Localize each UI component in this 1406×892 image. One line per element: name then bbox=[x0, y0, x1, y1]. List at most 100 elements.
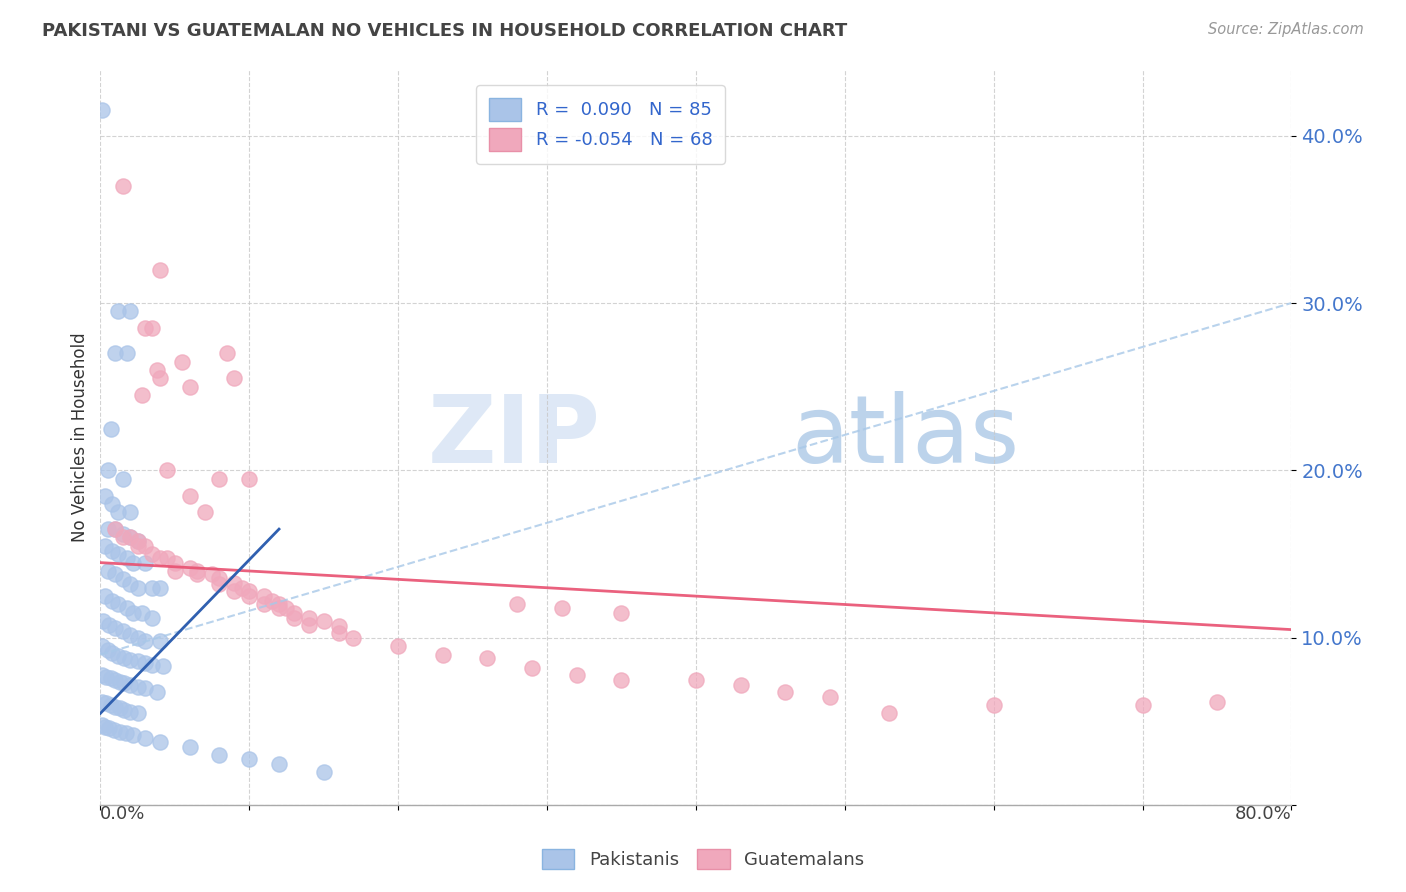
Point bbox=[122, 606, 145, 620]
Point bbox=[134, 731, 156, 746]
Text: 80.0%: 80.0% bbox=[1234, 805, 1291, 823]
Point bbox=[122, 728, 145, 742]
Point bbox=[208, 577, 231, 591]
Point bbox=[224, 371, 246, 385]
Point bbox=[879, 706, 901, 721]
Point bbox=[131, 388, 153, 402]
Point bbox=[115, 600, 138, 615]
Point bbox=[127, 581, 149, 595]
Point bbox=[127, 533, 149, 548]
Point bbox=[100, 422, 122, 436]
Point bbox=[610, 606, 633, 620]
Point bbox=[328, 619, 350, 633]
Point bbox=[120, 304, 142, 318]
Point bbox=[134, 321, 156, 335]
Point bbox=[328, 626, 350, 640]
Point bbox=[238, 589, 260, 603]
Point bbox=[101, 646, 124, 660]
Point bbox=[97, 564, 120, 578]
Point bbox=[477, 651, 499, 665]
Point bbox=[283, 606, 305, 620]
Point bbox=[127, 533, 149, 548]
Point bbox=[156, 550, 179, 565]
Point bbox=[141, 547, 163, 561]
Point bbox=[111, 527, 134, 541]
Point bbox=[98, 617, 121, 632]
Point bbox=[267, 600, 290, 615]
Point bbox=[120, 531, 142, 545]
Point bbox=[685, 673, 707, 687]
Legend: R =  0.090   N = 85, R = -0.054   N = 68: R = 0.090 N = 85, R = -0.054 N = 68 bbox=[477, 85, 725, 164]
Point bbox=[520, 661, 543, 675]
Point bbox=[179, 489, 201, 503]
Point bbox=[149, 634, 172, 648]
Legend: Pakistanis, Guatemalans: Pakistanis, Guatemalans bbox=[533, 839, 873, 879]
Point bbox=[127, 655, 149, 669]
Point bbox=[238, 584, 260, 599]
Point bbox=[97, 463, 120, 477]
Point bbox=[90, 668, 112, 682]
Point bbox=[111, 178, 134, 193]
Point bbox=[114, 726, 136, 740]
Point bbox=[111, 472, 134, 486]
Point bbox=[107, 649, 129, 664]
Point bbox=[1132, 698, 1154, 712]
Point bbox=[104, 621, 127, 635]
Point bbox=[152, 659, 174, 673]
Point bbox=[104, 699, 127, 714]
Point bbox=[818, 690, 841, 704]
Point bbox=[107, 598, 129, 612]
Point bbox=[186, 564, 208, 578]
Point bbox=[163, 556, 186, 570]
Point bbox=[134, 656, 156, 670]
Point bbox=[186, 567, 208, 582]
Point bbox=[115, 346, 138, 360]
Point bbox=[312, 614, 335, 628]
Point bbox=[141, 611, 163, 625]
Point bbox=[565, 668, 588, 682]
Point bbox=[90, 718, 112, 732]
Point bbox=[97, 522, 120, 536]
Point bbox=[107, 547, 129, 561]
Point bbox=[179, 739, 201, 754]
Point bbox=[94, 489, 117, 503]
Point bbox=[387, 640, 409, 654]
Point bbox=[103, 723, 125, 738]
Point bbox=[260, 594, 283, 608]
Point bbox=[342, 631, 364, 645]
Point bbox=[267, 598, 290, 612]
Point bbox=[107, 505, 129, 519]
Point bbox=[127, 706, 149, 721]
Point bbox=[149, 550, 172, 565]
Point bbox=[253, 589, 276, 603]
Point bbox=[96, 696, 118, 710]
Point bbox=[120, 531, 142, 545]
Y-axis label: No Vehicles in Household: No Vehicles in Household bbox=[72, 332, 89, 541]
Point bbox=[108, 674, 131, 689]
Point bbox=[127, 631, 149, 645]
Point bbox=[149, 262, 172, 277]
Point bbox=[146, 684, 169, 698]
Point bbox=[208, 472, 231, 486]
Point bbox=[112, 651, 135, 665]
Text: atlas: atlas bbox=[792, 391, 1019, 483]
Point bbox=[120, 577, 142, 591]
Point bbox=[104, 346, 127, 360]
Point bbox=[146, 363, 169, 377]
Point bbox=[120, 705, 142, 719]
Point bbox=[298, 617, 321, 632]
Point bbox=[156, 463, 179, 477]
Point bbox=[141, 657, 163, 672]
Point bbox=[111, 624, 134, 639]
Point bbox=[224, 575, 246, 590]
Point bbox=[90, 103, 112, 118]
Point bbox=[551, 600, 574, 615]
Point bbox=[201, 567, 224, 582]
Point bbox=[104, 673, 127, 687]
Point bbox=[179, 560, 201, 574]
Point bbox=[134, 634, 156, 648]
Point bbox=[610, 673, 633, 687]
Point bbox=[100, 671, 122, 685]
Point bbox=[149, 581, 172, 595]
Point bbox=[122, 556, 145, 570]
